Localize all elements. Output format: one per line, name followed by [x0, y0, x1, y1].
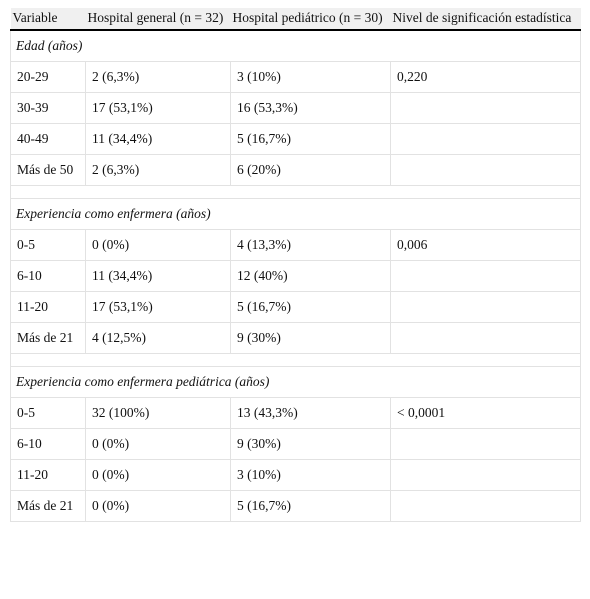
cell: [390, 459, 581, 491]
header-cell: Variable: [10, 8, 86, 31]
cell: 20-29: [10, 61, 86, 93]
header-cell: Hospital pediátrico (n = 30): [230, 8, 391, 31]
section-title: Experiencia como enfermera pediátrica (a…: [10, 366, 581, 398]
cell: 32 (100%): [85, 397, 231, 429]
cell: 3 (10%): [230, 61, 391, 93]
data-row: 30-39 17 (53,1%) 16 (53,3%): [10, 92, 581, 124]
cell: 9 (30%): [230, 428, 391, 460]
cell: 11-20: [10, 291, 86, 323]
cell: 6 (20%): [230, 154, 391, 186]
cell: [390, 154, 581, 186]
cell: [390, 260, 581, 292]
cell: 0 (0%): [85, 459, 231, 491]
cell: [390, 322, 581, 354]
cell: 6-10: [10, 428, 86, 460]
cell: 0-5: [10, 397, 86, 429]
data-row: Más de 21 4 (12,5%) 9 (30%): [10, 322, 581, 354]
cell: 13 (43,3%): [230, 397, 391, 429]
cell: 0 (0%): [85, 490, 231, 522]
cell: < 0,0001: [390, 397, 581, 429]
cell: 0,220: [390, 61, 581, 93]
cell: 11-20: [10, 459, 86, 491]
cell: 2 (6,3%): [85, 61, 231, 93]
cell: 0-5: [10, 229, 86, 261]
cell: [390, 490, 581, 522]
data-row: 20-29 2 (6,3%) 3 (10%) 0,220: [10, 61, 581, 93]
section-row: Experiencia como enfermera pediátrica (a…: [10, 366, 581, 398]
cell: 9 (30%): [230, 322, 391, 354]
cell: [390, 428, 581, 460]
data-row: Más de 21 0 (0%) 5 (16,7%): [10, 490, 581, 522]
spacer-row: [10, 353, 581, 367]
cell: [390, 291, 581, 323]
cell: 5 (16,7%): [230, 291, 391, 323]
cell: 4 (13,3%): [230, 229, 391, 261]
cell: 11 (34,4%): [85, 260, 231, 292]
header-cell: Hospital general (n = 32): [85, 8, 231, 31]
cell: 12 (40%): [230, 260, 391, 292]
data-row: Más de 50 2 (6,3%) 6 (20%): [10, 154, 581, 186]
section-row: Experiencia como enfermera (años): [10, 198, 581, 230]
cell: 5 (16,7%): [230, 490, 391, 522]
data-row: 11-20 17 (53,1%) 5 (16,7%): [10, 291, 581, 323]
spacer-cell: [10, 185, 581, 199]
data-row: 40-49 11 (34,4%) 5 (16,7%): [10, 123, 581, 155]
cell: 3 (10%): [230, 459, 391, 491]
cell: 0,006: [390, 229, 581, 261]
data-row: 6-10 11 (34,4%) 12 (40%): [10, 260, 581, 292]
data-table: Variable Hospital general (n = 32) Hospita…: [10, 8, 581, 522]
spacer-cell: [10, 353, 581, 367]
section-row: Edad (años): [10, 29, 581, 62]
cell: 40-49: [10, 123, 86, 155]
data-row: 6-10 0 (0%) 9 (30%): [10, 428, 581, 460]
cell: Más de 21: [10, 490, 86, 522]
table-body: Edad (años) 20-29 2 (6,3%) 3 (10%) 0,220 30-3…: [10, 29, 581, 522]
table-head: Variable Hospital general (n = 32) Hospita…: [10, 8, 581, 31]
cell: [390, 123, 581, 155]
cell: 4 (12,5%): [85, 322, 231, 354]
cell: 6-10: [10, 260, 86, 292]
header-row: Variable Hospital general (n = 32) Hospita…: [10, 8, 581, 31]
section-title: Edad (años): [10, 29, 581, 62]
section-title: Experiencia como enfermera (años): [10, 198, 581, 230]
spacer-row: [10, 185, 581, 199]
header-cell: Nivel de significación estadística: [390, 8, 581, 31]
cell: 30-39: [10, 92, 86, 124]
data-row: 11-20 0 (0%) 3 (10%): [10, 459, 581, 491]
cell: 11 (34,4%): [85, 123, 231, 155]
data-row: 0-5 32 (100%) 13 (43,3%) < 0,0001: [10, 397, 581, 429]
cell: 0 (0%): [85, 428, 231, 460]
cell: 17 (53,1%): [85, 291, 231, 323]
cell: 5 (16,7%): [230, 123, 391, 155]
cell: 17 (53,1%): [85, 92, 231, 124]
data-row: 0-5 0 (0%) 4 (13,3%) 0,006: [10, 229, 581, 261]
cell: 0 (0%): [85, 229, 231, 261]
cell: 16 (53,3%): [230, 92, 391, 124]
cell: Más de 50: [10, 154, 86, 186]
cell: 2 (6,3%): [85, 154, 231, 186]
cell: Más de 21: [10, 322, 86, 354]
cell: [390, 92, 581, 124]
